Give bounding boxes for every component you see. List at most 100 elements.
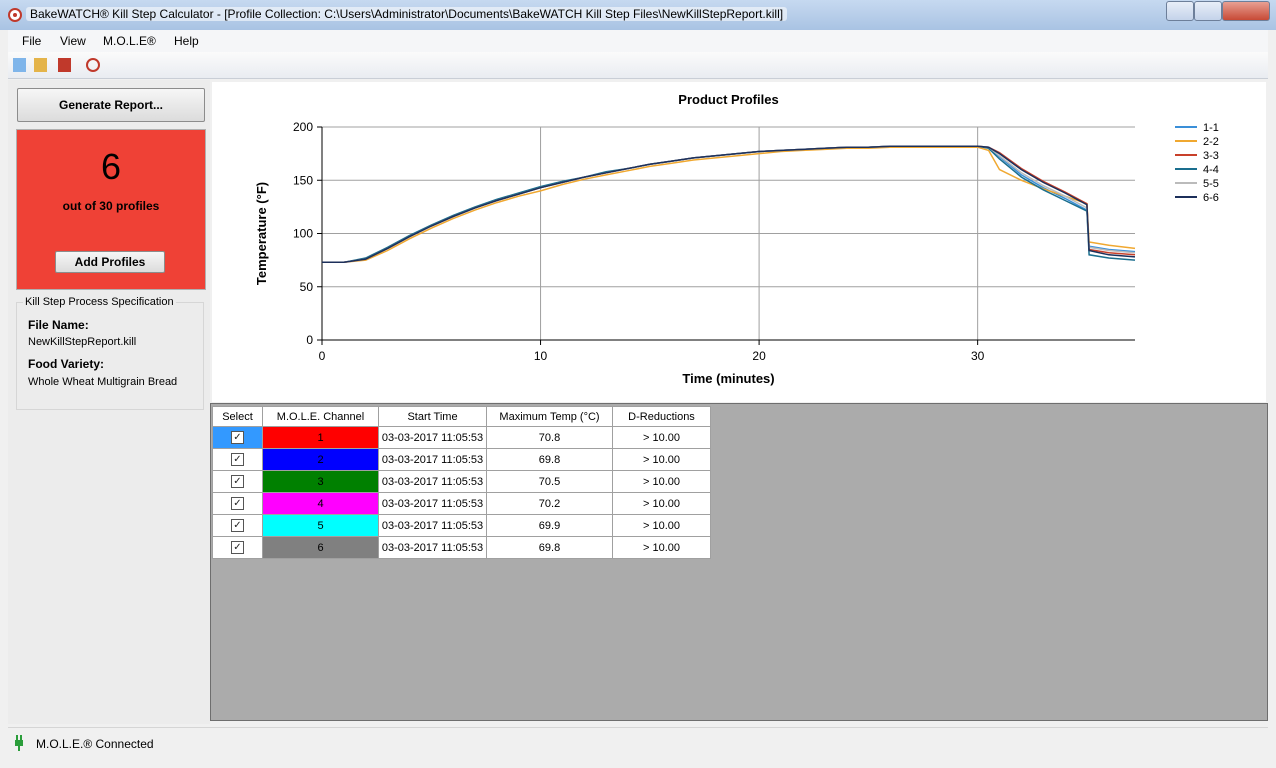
- start-time-cell: 03-03-2017 11:05:53: [378, 514, 487, 537]
- table-row: ✓ 2 03-03-2017 11:05:53 69.8 > 10.00: [212, 448, 711, 471]
- x-tick-label: 0: [319, 349, 326, 363]
- start-time-cell: 03-03-2017 11:05:53: [378, 492, 487, 515]
- plug-icon: [15, 735, 23, 751]
- table-body: ✓ 1 03-03-2017 11:05:53 70.8 > 10.00 ✓ 2 03-03-…: [212, 426, 711, 559]
- max-temp-cell: 70.5: [486, 470, 613, 493]
- select-cell: ✓: [212, 470, 263, 493]
- status-text: M.O.L.E.® Connected: [36, 737, 154, 751]
- column-header: Select: [212, 406, 263, 427]
- checkbox[interactable]: ✓: [231, 497, 244, 510]
- new-button[interactable]: [13, 58, 26, 72]
- profile-count-panel: 6 out of 30 profiles Add Profiles: [16, 129, 206, 290]
- checkbox[interactable]: ✓: [231, 475, 244, 488]
- close-button[interactable]: [1222, 1, 1270, 21]
- start-time-cell: 03-03-2017 11:05:53: [378, 426, 487, 449]
- menu-item[interactable]: M.O.L.E®: [103, 34, 156, 48]
- legend-label: 5-5: [1203, 178, 1219, 190]
- start-time-cell: 03-03-2017 11:05:53: [378, 470, 487, 493]
- channel-cell: 1: [262, 426, 379, 449]
- chart: Product Profiles 0 50 100 150 200 0 10 20 30 Time …: [254, 92, 1219, 386]
- table-row: ✓ 5 03-03-2017 11:05:53 69.9 > 10.00: [212, 514, 711, 537]
- spec-title: Kill Step Process Specification: [23, 296, 176, 308]
- checkbox[interactable]: ✓: [231, 453, 244, 466]
- d-reductions-cell: > 10.00: [612, 470, 711, 493]
- select-cell: ✓: [212, 448, 263, 471]
- d-reductions-cell: > 10.00: [612, 536, 711, 559]
- y-tick-label: 200: [293, 120, 313, 134]
- column-header: Start Time: [378, 406, 487, 427]
- max-temp-cell: 69.9: [486, 514, 613, 537]
- table-row: ✓ 3 03-03-2017 11:05:53 70.5 > 10.00: [212, 470, 711, 493]
- x-tick-label: 10: [534, 349, 548, 363]
- column-header: M.O.L.E. Channel: [262, 406, 379, 427]
- file-name-label: File Name:: [28, 318, 89, 332]
- channel-cell: 6: [262, 536, 379, 559]
- y-tick-label: 150: [293, 173, 313, 187]
- select-cell: ✓: [212, 514, 263, 537]
- select-cell: ✓: [212, 536, 263, 559]
- open-button[interactable]: [34, 58, 47, 72]
- start-time-cell: 03-03-2017 11:05:53: [378, 448, 487, 471]
- add-profiles-button[interactable]: Add Profiles: [55, 251, 165, 273]
- legend-label: 1-1: [1203, 122, 1219, 134]
- status-bar: M.O.L.E.® Connected: [8, 727, 1268, 758]
- menu-item[interactable]: Help: [174, 34, 199, 48]
- d-reductions-cell: > 10.00: [612, 448, 711, 471]
- max-temp-cell: 70.8: [486, 426, 613, 449]
- y-tick-label: 100: [293, 227, 313, 241]
- spec-group: Kill Step Process Specification File Nam…: [16, 296, 204, 410]
- line-series: [322, 145, 1136, 264]
- legend-label: 6-6: [1203, 192, 1219, 204]
- d-reductions-cell: > 10.00: [612, 514, 711, 537]
- maximize-button[interactable]: [1194, 1, 1222, 21]
- d-reductions-cell: > 10.00: [612, 426, 711, 449]
- table-header: Select M.O.L.E. Channel Start Time Maximum …: [212, 406, 711, 427]
- window-title: BakeWATCH® Kill Step Calculator - [Profi…: [26, 7, 788, 21]
- menu-bar: File View M.O.L.E® Help: [8, 30, 1268, 52]
- max-temp-cell: 69.8: [486, 448, 613, 471]
- select-cell: ✓: [212, 426, 263, 449]
- title-bar: BakeWATCH® Kill Step Calculator - [Profi…: [0, 0, 1276, 30]
- channel-cell: 2: [262, 448, 379, 471]
- save-button[interactable]: [58, 58, 71, 72]
- table-row: ✓ 1 03-03-2017 11:05:53 70.8 > 10.00: [212, 426, 711, 449]
- y-tick-label: 0: [306, 333, 313, 347]
- generate-report-button[interactable]: Generate Report...: [17, 88, 205, 122]
- d-reductions-cell: > 10.00: [612, 492, 711, 515]
- food-variety: Whole Wheat Multigrain Bread: [28, 376, 178, 388]
- legend-label: 2-2: [1203, 136, 1219, 148]
- x-tick-label: 20: [752, 349, 766, 363]
- profile-grid: Select M.O.L.E. Channel Start Time Maximum …: [210, 403, 1268, 721]
- legend-label: 3-3: [1203, 150, 1219, 162]
- table-row: ✓ 4 03-03-2017 11:05:53 70.2 > 10.00: [212, 492, 711, 515]
- channel-cell: 4: [262, 492, 379, 515]
- max-temp-cell: 70.2: [486, 492, 613, 515]
- food-variety-label: Food Variety:: [28, 357, 105, 371]
- menu-item[interactable]: File: [22, 34, 42, 48]
- y-axis-label: Temperature (°F): [254, 182, 269, 285]
- x-tick-label: 30: [971, 349, 985, 363]
- checkbox[interactable]: ✓: [231, 519, 244, 532]
- column-header: D-Reductions: [612, 406, 711, 427]
- select-cell: ✓: [212, 492, 263, 515]
- legend-label: 4-4: [1203, 164, 1219, 176]
- profile-table: Select M.O.L.E. Channel Start Time Maximum …: [212, 406, 711, 559]
- file-name: NewKillStepReport.kill: [28, 336, 137, 348]
- chart-title: Product Profiles: [678, 92, 778, 107]
- checkbox[interactable]: ✓: [231, 541, 244, 554]
- menu-item[interactable]: View: [60, 34, 86, 48]
- line-series: [322, 146, 1136, 264]
- minimize-button[interactable]: [1166, 1, 1194, 21]
- toolbar: [8, 52, 1268, 79]
- start-time-cell: 03-03-2017 11:05:53: [378, 536, 487, 559]
- x-axis-label: Time (minutes): [682, 371, 774, 386]
- chart-panel: Product Profiles 0 50 100 150 200 0 10 20 30 Time …: [212, 82, 1266, 402]
- profile-count: 6: [100, 146, 122, 187]
- profile-count-label: out of 30 profiles: [62, 199, 160, 213]
- channel-cell: 3: [262, 470, 379, 493]
- channel-cell: 5: [262, 514, 379, 537]
- max-temp-cell: 69.8: [486, 536, 613, 559]
- mole-button[interactable]: [86, 58, 100, 72]
- checkbox[interactable]: ✓: [231, 431, 244, 444]
